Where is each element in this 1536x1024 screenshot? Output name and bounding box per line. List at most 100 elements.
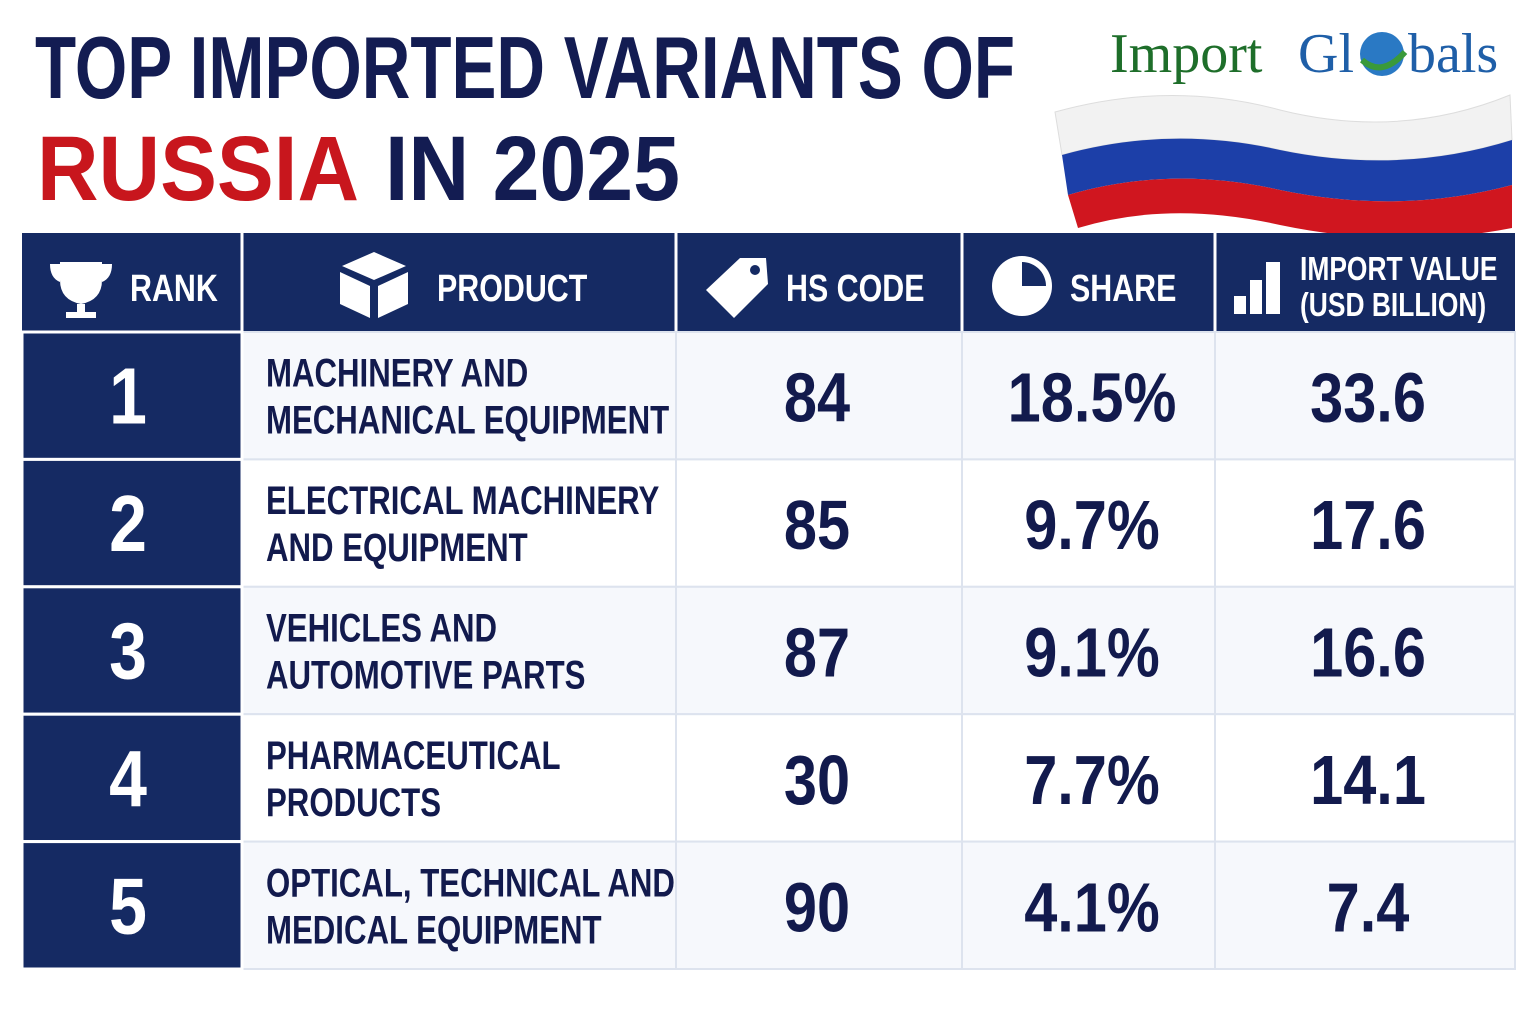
column-header: HS CODE <box>786 268 924 310</box>
rank-number-wrap: 1 <box>109 352 147 441</box>
rank-number-wrap: 5 <box>109 861 147 950</box>
product-name: ELECTRICAL MACHINERY <box>266 478 659 523</box>
import-value: 7.4 <box>1327 868 1410 947</box>
rank-number-wrap: 2 <box>109 479 147 568</box>
row-background <box>241 713 1516 843</box>
flag <box>1054 94 1513 239</box>
column-header: (USD BILLION) <box>1300 287 1486 323</box>
import-value-wrap: 7.4 <box>1327 868 1410 947</box>
column-header: PRODUCT <box>437 268 587 310</box>
product-name-wrap: AUTOMOTIVE PARTS <box>266 653 585 698</box>
logo-text: Gl <box>1298 23 1354 85</box>
row-background <box>241 585 1516 716</box>
share-wrap: 18.5% <box>1008 358 1177 437</box>
hs-code: 30 <box>784 740 850 819</box>
bars-icon <box>1250 280 1262 314</box>
column-header-wrap: HS CODE <box>786 268 924 310</box>
hs-code: 90 <box>784 868 850 947</box>
share: 9.7% <box>1024 486 1160 565</box>
product-name-wrap: MACHINERY AND <box>266 351 528 396</box>
product-name-wrap: ELECTRICAL MACHINERY <box>266 478 659 523</box>
rank-cell <box>20 457 244 589</box>
product-name: MECHANICAL EQUIPMENT <box>266 398 669 443</box>
logo-text: Import <box>1110 23 1263 85</box>
box-icon <box>340 252 408 318</box>
header-row <box>22 233 1515 332</box>
bars-icon <box>1266 262 1280 314</box>
column-header-wrap: IMPORT VALUE <box>1300 251 1497 287</box>
product-name-wrap: VEHICLES AND <box>266 606 497 651</box>
import-value-wrap: 14.1 <box>1310 740 1426 819</box>
import-value: 33.6 <box>1310 358 1426 437</box>
hs-code: 84 <box>784 358 850 437</box>
share-wrap: 9.7% <box>1024 486 1160 565</box>
row-background <box>241 458 1516 588</box>
column-header-wrap: PRODUCT <box>437 268 587 310</box>
share: 9.1% <box>1024 613 1160 692</box>
header-icons <box>50 252 1280 318</box>
column-header-wrap: (USD BILLION) <box>1300 287 1486 323</box>
hs-code-wrap: 84 <box>784 358 850 437</box>
share: 18.5% <box>1008 358 1177 437</box>
column-header-wrap: RANK <box>130 268 218 310</box>
rank-number: 2 <box>109 479 147 568</box>
tag-hole <box>750 265 760 275</box>
table: RANK PRODUCT HS CODE SHARE IMPORT VALUE(USD … <box>20 233 1516 971</box>
product-name: MACHINERY AND <box>266 351 528 396</box>
share-wrap: 4.1% <box>1024 868 1160 947</box>
hs-code: 87 <box>784 613 850 692</box>
import-value: 14.1 <box>1310 740 1426 819</box>
hs-code-wrap: 87 <box>784 613 850 692</box>
import-value: 17.6 <box>1310 486 1426 565</box>
column-header-wrap: SHARE <box>1070 268 1176 310</box>
share: 7.7% <box>1024 740 1160 819</box>
product-name-wrap: PHARMACEUTICAL <box>266 733 561 778</box>
logo: Import Gl bals <box>1110 23 1498 85</box>
import-value: 16.6 <box>1310 613 1426 692</box>
rank-number-wrap: 4 <box>109 734 147 823</box>
title-rest: IN 2025 <box>385 118 680 220</box>
product-name: AND EQUIPMENT <box>266 525 528 570</box>
import-value-wrap: 16.6 <box>1310 613 1426 692</box>
share-wrap: 7.7% <box>1024 740 1160 819</box>
bars-icon <box>1234 296 1246 314</box>
rank-number: 4 <box>109 734 147 823</box>
rank-number: 5 <box>109 861 147 950</box>
hs-code-wrap: 30 <box>784 740 850 819</box>
title-highlight: RUSSIA <box>37 118 359 220</box>
trophy-icon <box>50 262 112 318</box>
share-wrap: 9.1% <box>1024 613 1160 692</box>
product-name: PHARMACEUTICAL <box>266 733 561 778</box>
product-name: OPTICAL, TECHNICAL AND <box>266 861 675 906</box>
rank-number: 1 <box>109 352 147 441</box>
import-value-wrap: 17.6 <box>1310 486 1426 565</box>
row-background <box>241 840 1516 970</box>
title-line: TOP IMPORTED VARIANTS OF <box>35 18 1015 117</box>
import-value-wrap: 33.6 <box>1310 358 1426 437</box>
product-name-wrap: MECHANICAL EQUIPMENT <box>266 398 669 443</box>
rank-cell <box>20 585 244 716</box>
pie-slice <box>1022 262 1046 286</box>
hs-code-wrap: 85 <box>784 486 850 565</box>
rank-number: 3 <box>109 606 147 695</box>
product-name-wrap: AND EQUIPMENT <box>266 525 528 570</box>
hs-code: 85 <box>784 486 850 565</box>
product-name-wrap: PRODUCTS <box>266 780 441 825</box>
rank-cell <box>20 712 244 844</box>
hs-code-wrap: 90 <box>784 868 850 947</box>
product-name-wrap: OPTICAL, TECHNICAL AND <box>266 861 675 906</box>
share: 4.1% <box>1024 868 1160 947</box>
rank-cell <box>20 330 244 461</box>
column-header: SHARE <box>1070 268 1176 310</box>
column-header: RANK <box>130 268 218 310</box>
row-background <box>241 331 1516 461</box>
product-name: MEDICAL EQUIPMENT <box>266 908 602 953</box>
product-name-wrap: MEDICAL EQUIPMENT <box>266 908 602 953</box>
product-name: PRODUCTS <box>266 780 441 825</box>
product-name: AUTOMOTIVE PARTS <box>266 653 585 698</box>
column-header: IMPORT VALUE <box>1300 251 1497 287</box>
rank-number-wrap: 3 <box>109 606 147 695</box>
logo-text: bals <box>1408 23 1498 85</box>
logo-swoosh <box>1359 49 1408 71</box>
